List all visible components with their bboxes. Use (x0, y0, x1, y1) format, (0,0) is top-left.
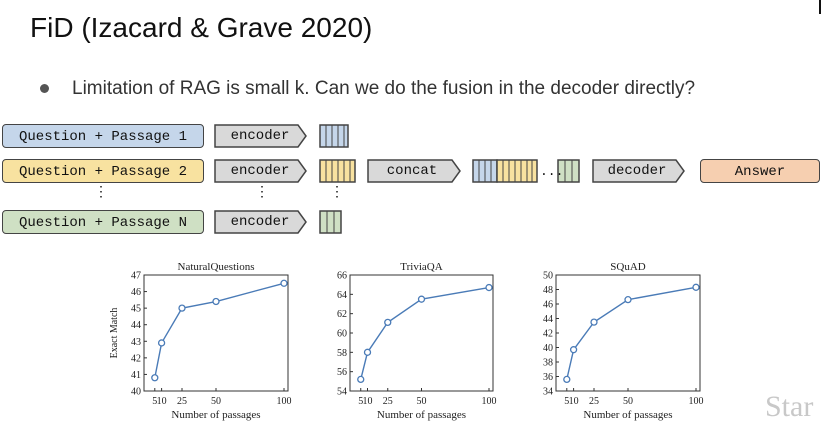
encoder-label-n: encoder (230, 214, 290, 230)
data-point (384, 318, 392, 327)
x-tick-label: 100 (482, 396, 497, 407)
passage-n-box: Question + Passage N (2, 210, 204, 234)
concatenated-block (472, 159, 580, 183)
data-point (151, 374, 159, 382)
vertical-ellipsis-icon: ⋮ (255, 185, 269, 201)
cursor-bar (819, 0, 821, 14)
concat-shape (367, 159, 461, 183)
encoder-shape-n (214, 210, 307, 234)
data-point (363, 348, 372, 356)
y-tick-label: 43 (131, 337, 141, 348)
encoder-label-1: encoder (230, 128, 290, 144)
y-tick-label: 48 (543, 285, 553, 296)
y-axis-label: Exact Match (109, 308, 120, 359)
x-tick-label: 25 (589, 396, 599, 407)
chart-frame (555, 274, 701, 392)
data-point (417, 295, 426, 303)
horizontal-ellipsis: ... (540, 164, 564, 179)
answer-box: Answer (700, 159, 820, 183)
y-tick-label: 46 (543, 300, 553, 311)
x-axis-label: Number of passages (171, 409, 260, 421)
data-point (624, 295, 632, 304)
data-point (590, 318, 598, 326)
data-point (212, 297, 220, 306)
y-tick-label: 44 (131, 320, 141, 331)
data-point (178, 304, 186, 312)
series-line (154, 282, 285, 378)
y-tick-label: 64 (337, 290, 347, 301)
x-axis-label: Number of passages (377, 409, 466, 421)
y-tick-label: 42 (543, 329, 553, 340)
data-point (280, 279, 288, 287)
x-tick-label: 10 (157, 396, 167, 407)
bullet-point-icon (40, 84, 49, 93)
y-tick-label: 56 (337, 367, 347, 378)
x-tick-label: 5 (564, 396, 569, 407)
chart-title: SQuAD (610, 261, 646, 273)
y-tick-label: 44 (543, 314, 553, 325)
y-tick-label: 45 (131, 304, 141, 315)
chart-frame (143, 274, 289, 392)
data-point (357, 375, 365, 384)
chart-frame (349, 274, 494, 392)
decoder-shape (592, 159, 685, 183)
chart-1: TriviaQA 54 56 58 60 62 64 66 5 10 25 50 100 Number o… (337, 261, 497, 421)
concat-label: concat (386, 163, 438, 179)
encoded-block-1 (319, 124, 349, 148)
chart-title: TriviaQA (400, 261, 442, 273)
y-tick-label: 40 (543, 343, 553, 354)
x-tick-label: 100 (689, 396, 704, 407)
chart-title: NaturalQuestions (178, 261, 255, 273)
y-tick-label: 54 (337, 387, 347, 398)
encoder-label-2: encoder (230, 163, 290, 179)
y-tick-label: 50 (543, 271, 553, 282)
chart-0: NaturalQuestions 40 41 42 43 44 45 46 47 5 10 25 50 1… (109, 261, 292, 421)
passage-2-box: Question + Passage 2 (2, 159, 204, 183)
vertical-ellipsis-icon: ⋮ (94, 185, 108, 201)
x-tick-label: 25 (383, 396, 393, 407)
y-tick-label: 66 (337, 271, 347, 282)
y-tick-label: 34 (543, 387, 553, 398)
data-point (157, 339, 166, 347)
encoded-block-2 (319, 159, 356, 183)
x-axis-label: Number of passages (583, 409, 672, 421)
y-tick-label: 40 (131, 387, 141, 398)
x-tick-label: 5 (358, 396, 363, 407)
data-point (569, 346, 578, 354)
bullet-text: Limitation of RAG is small k. Can we do … (72, 78, 696, 99)
slide-title: FiD (Izacard & Grave 2020) (30, 12, 373, 43)
data-point (692, 283, 700, 291)
x-tick-label: 50 (417, 396, 427, 407)
encoder-shape-1 (214, 124, 307, 148)
y-tick-label: 36 (543, 372, 553, 383)
vertical-ellipsis-icon: ⋮ (330, 185, 344, 201)
x-tick-label: 10 (363, 396, 373, 407)
y-tick-label: 46 (131, 287, 141, 298)
x-tick-label: 50 (623, 396, 633, 407)
x-tick-label: 50 (211, 396, 221, 407)
encoder-shape-2 (214, 159, 307, 183)
y-tick-label: 42 (131, 353, 141, 364)
x-tick-label: 10 (569, 396, 579, 407)
watermark-text: Star (765, 390, 814, 423)
series-line (566, 286, 697, 380)
x-tick-label: 5 (152, 396, 157, 407)
passage-1-box: Question + Passage 1 (2, 124, 204, 148)
x-tick-label: 25 (177, 396, 187, 407)
y-tick-label: 38 (543, 358, 553, 369)
data-point (563, 375, 571, 384)
chart-2: SQuAD 34 36 38 40 42 44 46 48 50 5 10 25 50 100 Number … (543, 261, 704, 421)
data-point (485, 283, 493, 292)
x-tick-label: 100 (277, 396, 292, 407)
series-line (360, 286, 490, 380)
y-tick-label: 58 (337, 348, 347, 359)
decoder-label: decoder (607, 163, 667, 179)
y-tick-label: 62 (337, 309, 347, 320)
y-tick-label: 41 (131, 370, 141, 381)
encoded-block-n (319, 210, 342, 234)
y-tick-label: 60 (337, 329, 347, 340)
y-tick-label: 47 (131, 271, 141, 282)
